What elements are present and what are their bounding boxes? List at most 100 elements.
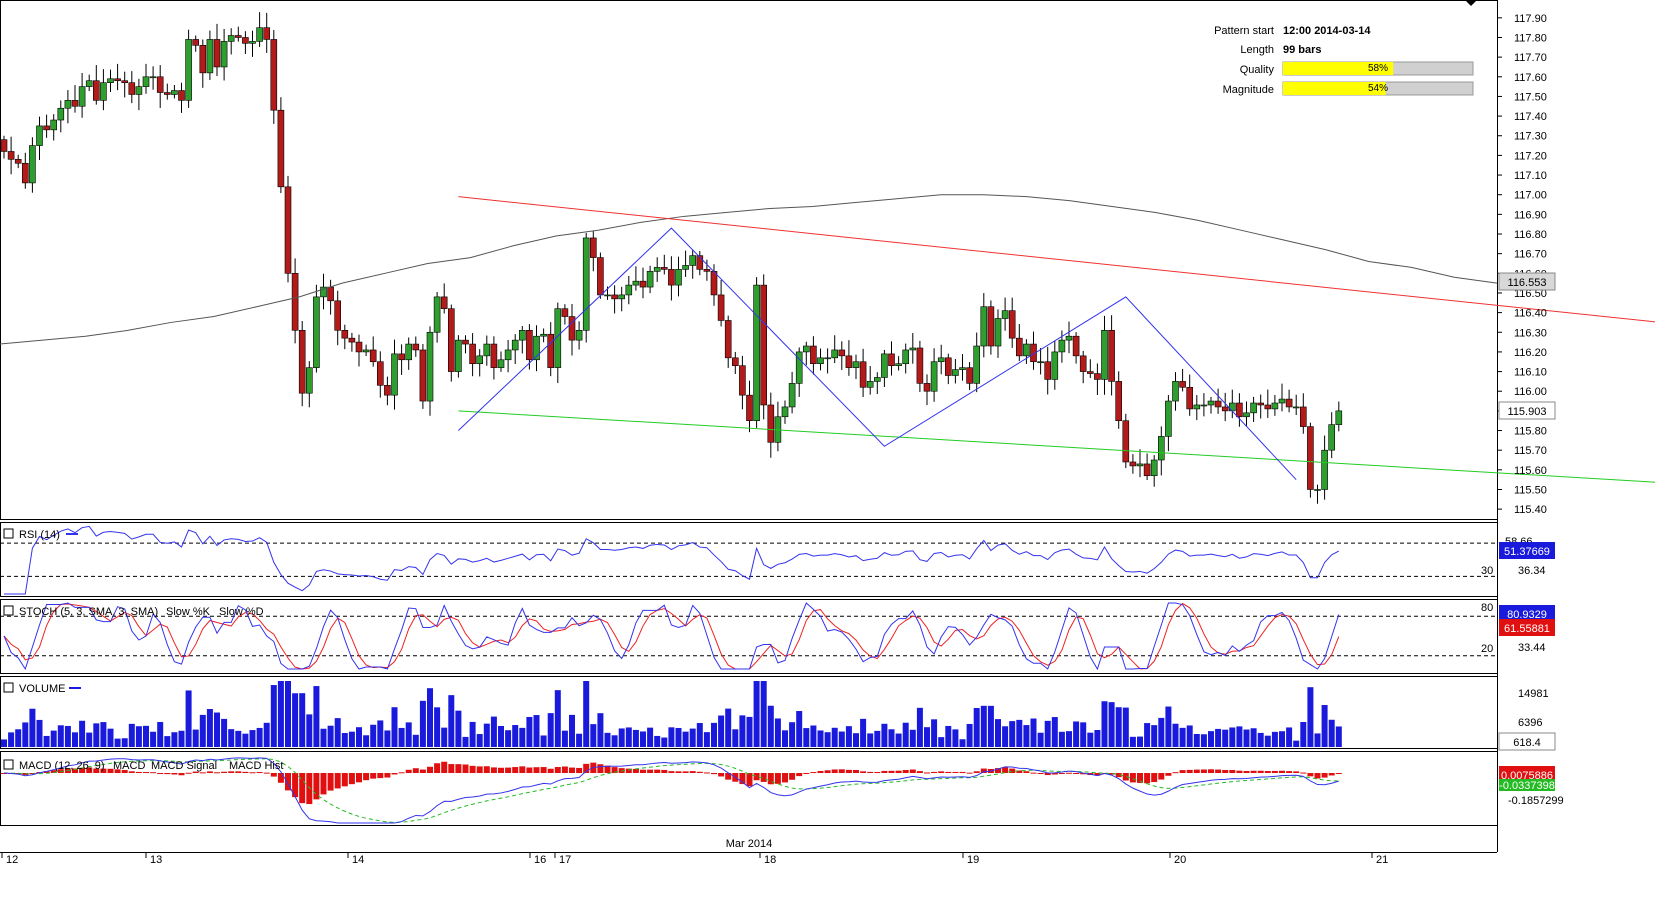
candle-body xyxy=(1186,386,1193,410)
candle-body xyxy=(753,284,760,422)
candle-body xyxy=(1179,381,1186,388)
candle xyxy=(455,335,462,378)
volume-bar xyxy=(980,705,987,747)
candle-body xyxy=(107,78,114,83)
macd-hist-bar xyxy=(860,771,867,773)
candle xyxy=(1172,372,1179,411)
volume-bar xyxy=(356,727,362,747)
candle-body xyxy=(689,255,697,266)
volume-bar xyxy=(206,709,213,747)
candle-body xyxy=(1101,330,1108,380)
volume-bar xyxy=(1023,725,1030,747)
candle-body xyxy=(291,273,299,331)
macd-hist-bar xyxy=(1193,769,1200,773)
volume-bar xyxy=(760,681,767,747)
volume-bar xyxy=(845,726,852,747)
candle xyxy=(959,354,966,381)
candle-body xyxy=(1122,420,1130,463)
rsi-close-icon[interactable] xyxy=(3,528,14,539)
candle-body xyxy=(426,331,434,402)
candle xyxy=(71,84,79,113)
candle xyxy=(1335,401,1343,432)
macd-hist-bar xyxy=(1208,769,1214,773)
volume-bar xyxy=(703,732,710,747)
candle xyxy=(618,286,626,312)
candle-body xyxy=(156,76,164,93)
volume-bar xyxy=(1222,729,1229,747)
price-tick-label: 116.90 xyxy=(1514,209,1547,221)
candle xyxy=(1292,394,1300,415)
stoch-close-icon[interactable] xyxy=(3,605,14,616)
macd-hist-bar xyxy=(554,767,561,773)
candle-body xyxy=(1136,463,1144,467)
volume-bar xyxy=(1307,687,1314,747)
candle-body xyxy=(1008,310,1016,339)
axes: 117.90 117.80 117.70 117.60 117.50 117.40 117.… xyxy=(1,13,1547,866)
candle-body xyxy=(50,119,58,131)
price-tick-label: 117.20 xyxy=(1514,150,1547,162)
volume-bar xyxy=(838,731,845,747)
candle-body xyxy=(0,139,8,152)
candle-body xyxy=(362,349,370,353)
volume-bar xyxy=(632,729,639,747)
macd-hist-bar xyxy=(455,764,462,773)
macd-close-icon[interactable] xyxy=(3,759,14,770)
price-tick-label: 116.20 xyxy=(1514,347,1547,359)
volume-bar xyxy=(412,734,419,747)
volume-bar xyxy=(1271,731,1278,747)
macd-hist-bar xyxy=(157,773,164,774)
candle xyxy=(1094,363,1101,396)
macd-hist-bar xyxy=(306,773,313,805)
volume-bar xyxy=(36,719,43,747)
candle-body xyxy=(518,330,526,341)
macd-hist-bar xyxy=(412,768,419,773)
volume-bar xyxy=(22,722,29,747)
candle-body xyxy=(1285,398,1293,408)
macd-hist-bar xyxy=(441,761,448,773)
candle xyxy=(817,348,824,371)
volume-bar xyxy=(995,719,1001,747)
candle-body xyxy=(391,353,398,396)
stoch-d-tag xyxy=(1499,619,1555,636)
macd-hist-bar xyxy=(661,769,668,773)
macd-value-tag-2 xyxy=(1499,779,1555,791)
candle xyxy=(7,136,15,175)
last-price-tag xyxy=(1498,401,1556,420)
rsi-line xyxy=(4,525,1340,595)
macd-hist-bar xyxy=(1321,773,1328,778)
candle-body xyxy=(369,349,377,363)
candle-body xyxy=(1300,406,1307,427)
collapse-arrow-icon[interactable] xyxy=(1465,0,1477,6)
macd-hist-bar xyxy=(1080,773,1087,775)
volume-bar xyxy=(498,725,504,747)
candle xyxy=(476,349,484,377)
candle xyxy=(334,290,342,346)
macd-hist-bar xyxy=(1016,770,1023,773)
candle xyxy=(1321,435,1328,500)
volume-close-icon[interactable] xyxy=(3,682,14,693)
candle-body xyxy=(1165,400,1172,437)
volume-bar xyxy=(583,681,590,747)
candle xyxy=(1158,426,1165,476)
candle-body xyxy=(1108,330,1115,382)
stoch-label: STOCH (5, 3, SMA, 3, SMA) xyxy=(19,606,158,618)
volume-bar xyxy=(43,735,50,747)
volume-bar xyxy=(455,710,462,747)
macd-hist-bar xyxy=(725,773,732,780)
macd-hist-bar xyxy=(703,772,710,774)
price-tick-label: 116.80 xyxy=(1514,229,1547,241)
macd-hist-bar xyxy=(583,763,590,773)
volume-bar xyxy=(1037,732,1044,747)
macd-hist-bar xyxy=(519,766,526,773)
macd-hist-bar xyxy=(895,770,902,773)
macd-hist-bar xyxy=(874,772,881,774)
volume-bar xyxy=(1094,729,1101,747)
candle-body xyxy=(341,330,349,339)
macd-hist-bar xyxy=(561,766,568,773)
candle xyxy=(235,26,242,42)
candle-body xyxy=(1207,400,1215,406)
candle xyxy=(462,335,469,354)
macd-hist-bar xyxy=(1115,773,1122,778)
candle xyxy=(547,322,555,377)
candle xyxy=(142,63,150,94)
